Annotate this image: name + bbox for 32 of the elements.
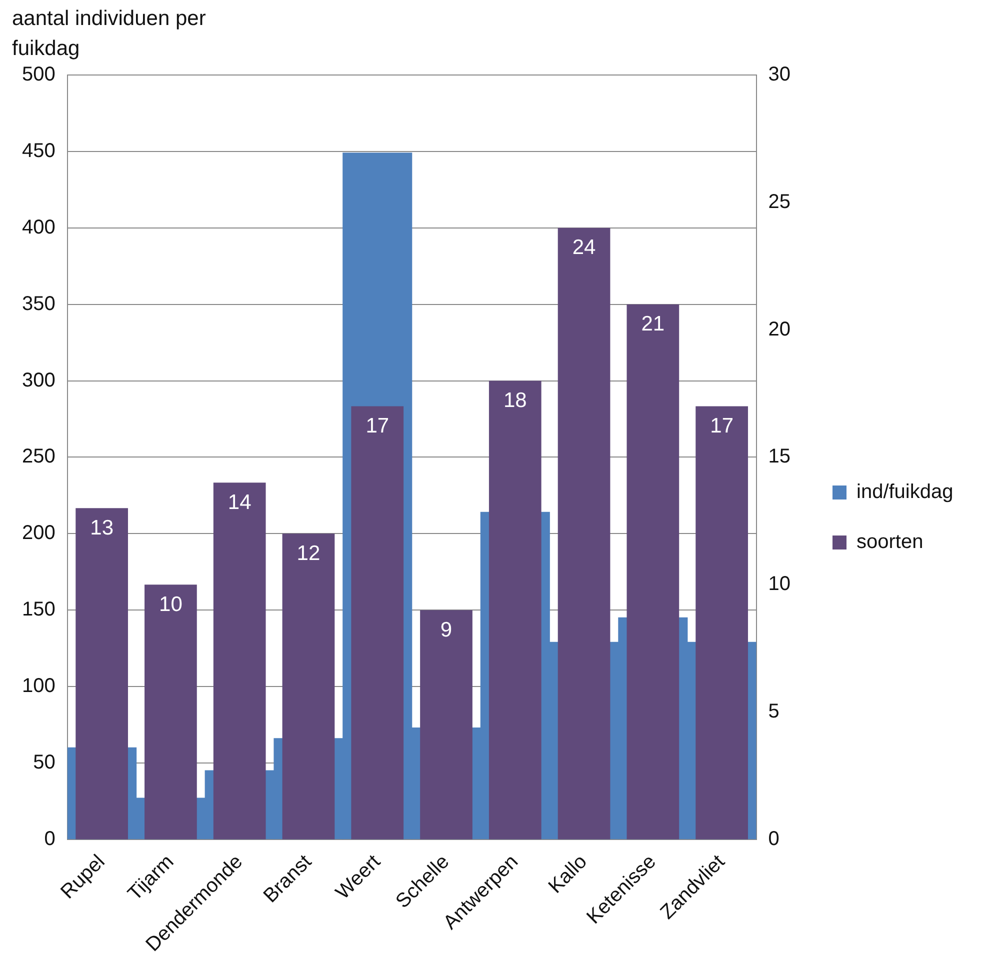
y-tick-label: 450	[22, 140, 56, 162]
y2-tick-label: 0	[768, 828, 780, 850]
data-label: 14	[228, 490, 252, 514]
data-label: 12	[296, 542, 320, 565]
data-label: 18	[503, 389, 527, 412]
y-tick-label: 350	[22, 292, 56, 315]
y-tick-label: 250	[22, 446, 56, 468]
data-label: 21	[641, 312, 665, 336]
y2-tick-label: 20	[768, 318, 791, 340]
y2-tick-label: 10	[768, 573, 791, 596]
data-label: 13	[90, 516, 114, 540]
y-tick-label: 500	[22, 64, 56, 86]
y-tick-label: 100	[22, 675, 56, 698]
y2-tick-label: 30	[768, 64, 791, 86]
legend-label: soorten	[856, 531, 924, 554]
data-label: 10	[159, 592, 182, 616]
data-label: 24	[572, 236, 596, 260]
data-label: 17	[710, 414, 734, 438]
y2-tick-label: 15	[768, 446, 791, 468]
y-tick-label: 50	[33, 751, 56, 774]
data-label: 17	[366, 414, 390, 438]
legend-label: ind/fuikdag	[856, 481, 954, 504]
data-label: 9	[440, 618, 452, 642]
y-axis-title: aantal individuen per fuikdag	[12, 6, 207, 62]
bar	[351, 406, 404, 840]
y2-tick-label: 25	[768, 190, 791, 213]
y-tick-label: 400	[22, 216, 56, 238]
y-tick-label: 150	[22, 598, 56, 621]
y-tick-label: 200	[22, 522, 56, 544]
y-tick-label: 300	[22, 369, 56, 392]
y2-tick-label: 5	[768, 700, 780, 723]
y-tick-label: 0	[44, 828, 56, 850]
